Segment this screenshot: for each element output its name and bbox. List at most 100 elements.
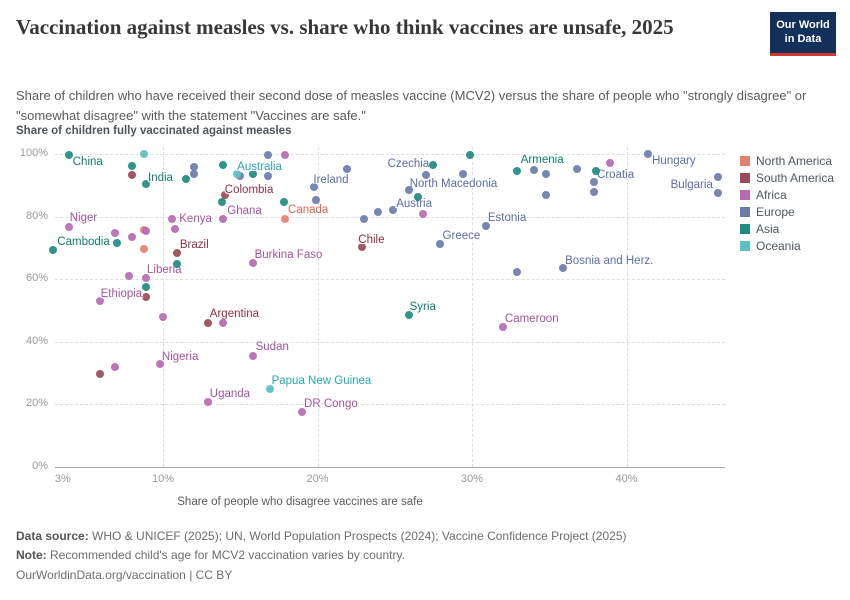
data-point[interactable]	[605, 158, 614, 167]
legend-item-north-america[interactable]: North America	[740, 152, 834, 169]
data-point-bosnia-and-herz-[interactable]	[559, 264, 568, 273]
data-point-chile[interactable]	[358, 242, 367, 251]
data-point-armenia[interactable]	[512, 167, 521, 176]
country-label-sudan[interactable]: Sudan	[255, 340, 289, 353]
data-point-india[interactable]	[142, 179, 150, 188]
data-point[interactable]	[573, 164, 582, 173]
owid-citation-link[interactable]: OurWorldinData.org/vaccination | CC BY	[16, 567, 233, 582]
country-label-syria[interactable]: Syria	[409, 300, 436, 313]
data-point-austria[interactable]	[389, 206, 398, 215]
country-label-greece[interactable]: Greece	[442, 230, 481, 243]
data-point[interactable]	[159, 312, 167, 321]
data-point-dr-congo[interactable]	[298, 407, 307, 416]
country-label-bosnia-and-herz-[interactable]: Bosnia and Herz.	[565, 255, 654, 268]
data-point-liberia[interactable]	[142, 274, 150, 283]
country-label-liberia[interactable]: Liberia	[147, 264, 182, 277]
country-label-armenia[interactable]: Armenia	[520, 154, 564, 167]
data-point[interactable]	[590, 187, 599, 196]
data-point-uganda[interactable]	[203, 397, 212, 406]
data-point-ireland[interactable]	[310, 182, 319, 191]
data-point[interactable]	[142, 226, 150, 235]
data-point-argentina[interactable]	[203, 318, 212, 327]
country-label-austria[interactable]: Austria	[396, 198, 432, 211]
data-point[interactable]	[264, 151, 273, 160]
data-point-bulgaria[interactable]	[713, 188, 722, 197]
data-point[interactable]	[512, 267, 521, 276]
data-point[interactable]	[219, 319, 228, 328]
country-label-colombia[interactable]: Colombia	[224, 184, 274, 197]
country-label-argentina[interactable]: Argentina	[209, 307, 260, 320]
country-label-dr-congo[interactable]: DR Congo	[304, 397, 358, 410]
data-point-papua-new-guinea[interactable]	[265, 385, 274, 394]
data-point[interactable]	[281, 151, 290, 160]
legend-item-africa[interactable]: Africa	[740, 186, 834, 203]
data-point-colombia[interactable]	[220, 191, 229, 200]
country-label-czechia[interactable]: Czechia	[387, 158, 430, 171]
data-point[interactable]	[112, 239, 121, 248]
data-point-north-macedonia[interactable]	[458, 169, 467, 178]
country-label-ireland[interactable]: Ireland	[313, 173, 349, 186]
country-label-croatia[interactable]: Croatia	[597, 169, 635, 182]
data-point[interactable]	[713, 172, 722, 181]
data-point[interactable]	[404, 185, 413, 194]
data-point[interactable]	[279, 198, 288, 207]
data-point-sudan[interactable]	[248, 351, 257, 360]
data-point[interactable]	[542, 169, 551, 178]
data-point[interactable]	[311, 196, 320, 205]
country-label-cambodia[interactable]: Cambodia	[57, 236, 110, 249]
legend-item-oceania[interactable]: Oceania	[740, 237, 834, 254]
data-point[interactable]	[182, 174, 191, 183]
data-point[interactable]	[128, 171, 137, 180]
data-point[interactable]	[172, 260, 181, 269]
data-point[interactable]	[542, 191, 551, 200]
data-point-burkina-faso[interactable]	[248, 259, 257, 268]
country-label-uganda[interactable]: Uganda	[209, 387, 251, 400]
data-point[interactable]	[125, 271, 133, 280]
data-point-cameroon[interactable]	[498, 322, 507, 331]
data-point-estonia[interactable]	[481, 221, 490, 230]
country-label-niger[interactable]: Niger	[69, 211, 98, 224]
data-point[interactable]	[418, 209, 427, 218]
data-point[interactable]	[359, 214, 368, 223]
data-point[interactable]	[95, 370, 104, 379]
country-label-nigeria[interactable]: Nigeria	[161, 351, 199, 364]
country-label-india[interactable]: India	[148, 171, 173, 184]
owid-logo[interactable]: Our World in Data	[770, 12, 836, 56]
data-point-cambodia[interactable]	[49, 246, 58, 255]
data-point[interactable]	[466, 151, 475, 160]
country-label-north-macedonia[interactable]: North Macedonia	[409, 177, 498, 190]
data-point[interactable]	[529, 165, 538, 174]
data-point-hungary[interactable]	[644, 150, 653, 159]
data-point[interactable]	[219, 160, 228, 169]
data-point-syria[interactable]	[404, 310, 413, 319]
data-point[interactable]	[429, 161, 438, 170]
country-label-estonia[interactable]: Estonia	[487, 211, 527, 224]
country-label-papua-new-guinea[interactable]: Papua New Guinea	[271, 375, 372, 388]
country-label-kenya[interactable]: Kenya	[179, 213, 212, 226]
legend-item-asia[interactable]: Asia	[740, 220, 834, 237]
data-point[interactable]	[140, 150, 149, 159]
data-point[interactable]	[171, 224, 180, 233]
country-label-china[interactable]: China	[72, 156, 103, 169]
country-label-cameroon[interactable]: Cameroon	[504, 312, 559, 325]
country-label-brazil[interactable]: Brazil	[179, 238, 209, 251]
data-point-greece[interactable]	[435, 240, 444, 249]
data-point[interactable]	[140, 245, 149, 254]
data-point[interactable]	[189, 169, 198, 178]
data-point[interactable]	[111, 229, 120, 238]
data-point-czechia[interactable]	[421, 171, 430, 180]
country-label-ghana[interactable]: Ghana	[227, 205, 262, 218]
data-point-ghana[interactable]	[219, 215, 228, 224]
country-label-canada[interactable]: Canada	[288, 204, 329, 217]
legend-item-south-america[interactable]: South America	[740, 169, 834, 186]
country-label-chile[interactable]: Chile	[358, 233, 385, 246]
data-point[interactable]	[128, 232, 137, 241]
country-label-bulgaria[interactable]: Bulgaria	[670, 178, 713, 191]
data-point-canada[interactable]	[281, 215, 290, 224]
country-label-australia[interactable]: Australia	[237, 160, 282, 173]
data-point-croatia[interactable]	[590, 178, 599, 187]
data-point[interactable]	[142, 282, 150, 291]
data-point[interactable]	[189, 163, 198, 172]
data-point[interactable]	[413, 192, 422, 201]
data-point[interactable]	[373, 207, 382, 216]
